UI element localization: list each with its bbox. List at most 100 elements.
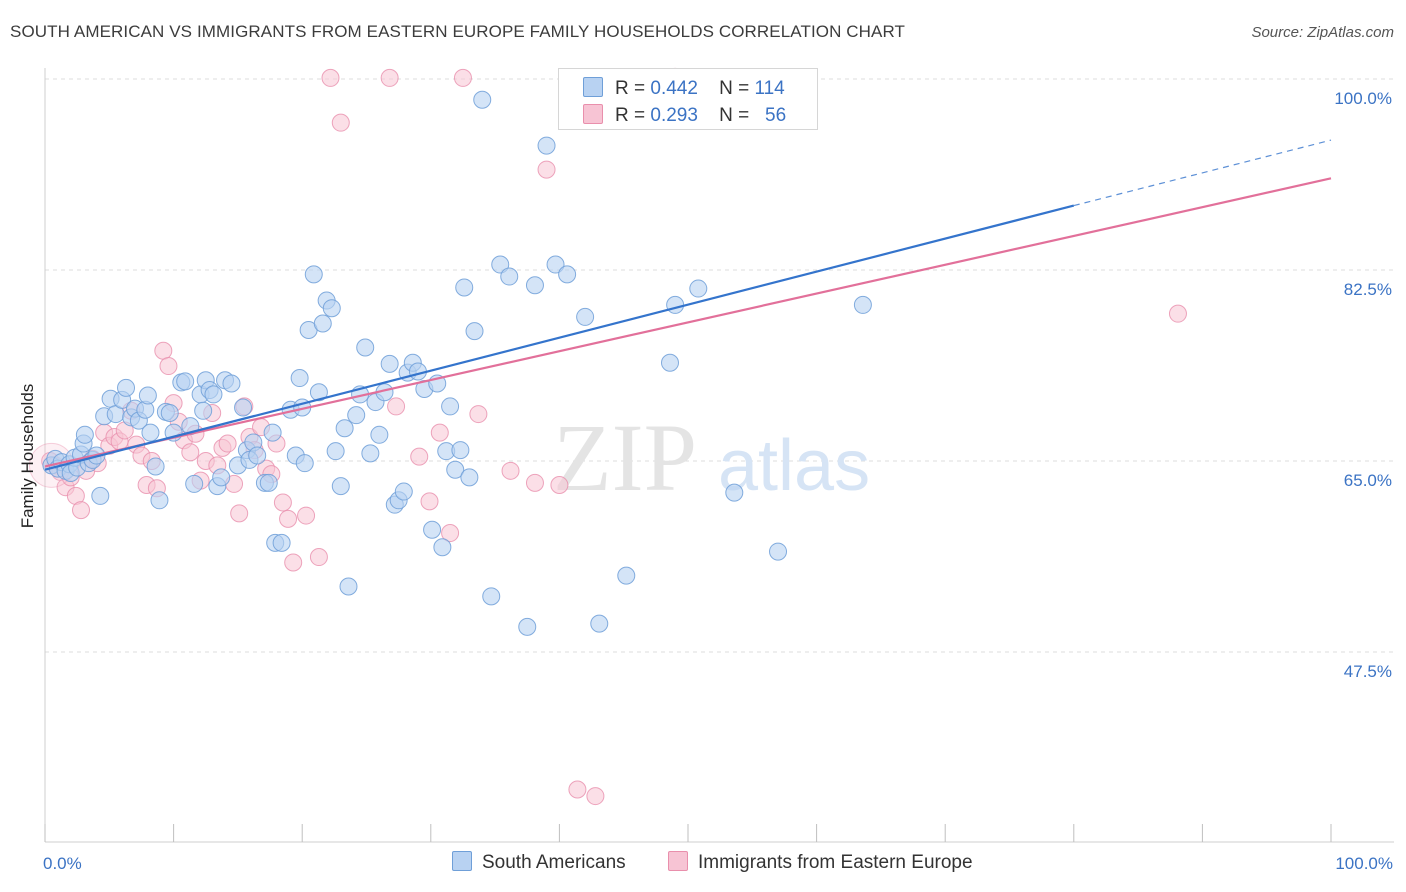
scatter-point-eastern [420,492,439,511]
scatter-point-eastern [387,397,406,416]
scatter-point-eastern [284,553,303,572]
scatter-point-south [380,354,399,373]
scatter-point-south [150,491,169,510]
scatter-point-south [290,369,309,388]
legend-r-label: R = [615,105,646,126]
scatter-point-eastern [568,780,587,799]
scatter-point-eastern [72,501,91,520]
y-axis-label: Family Households [18,383,37,529]
scatter-point-eastern [154,341,173,360]
grid-lines [45,78,1394,653]
scatter-point-eastern [430,423,449,442]
scatter-point-eastern [159,357,178,376]
chart-title: SOUTH AMERICAN VS IMMIGRANTS FROM EASTER… [10,22,906,41]
scatter-point-eastern [586,787,605,806]
scatter-point-south [263,423,282,442]
trend-line-eastern [44,177,1332,468]
scatter-point-south [518,617,537,636]
scatter-point-south [666,295,685,314]
scatter-point-south [725,483,744,502]
bottom-legend-eastern[interactable]: Immigrants from Eastern Europe [668,851,973,874]
scatter-point-south [558,265,577,284]
scatter-point-eastern [380,68,399,87]
scatter-point-south [423,520,442,539]
scatter-point-eastern [321,68,340,87]
scatter-point-eastern [410,447,429,466]
scatter-point-south [441,397,460,416]
scatter-point-south [491,255,510,274]
legend-n-value-eastern: 56 [765,105,787,126]
scatter-point-eastern [331,113,350,132]
legend-n-label: N = [719,105,750,126]
scatter-point-south [361,444,380,463]
scatter-point-south [234,398,253,417]
scatter-point-south [433,538,452,557]
bottom-legend-south[interactable]: South Americans [452,851,626,874]
scatter-point-south [394,482,413,501]
y-tick-label: 65.0% [1344,471,1392,490]
scatter-point-south [689,279,708,298]
scatter-point-eastern [279,509,298,528]
scatter-point-south [339,577,358,596]
scatter-point-eastern [1168,304,1187,323]
legend-r-value-eastern: 0.293 [650,105,698,126]
x-tick-label-max: 100.0% [1335,854,1393,873]
trend-line-south [44,204,1075,471]
trend-line-south-extension [1073,139,1332,207]
tick-labels: 47.5% 65.0% 82.5% 100.0% 0.0% 100.0% [43,89,1393,873]
scatter-point-south [482,587,501,606]
scatter-point-eastern [501,461,520,480]
scatter-point-south [75,425,94,444]
scatter-point-south [451,441,470,460]
scatter-point-eastern [525,473,544,492]
scatter-point-eastern [309,548,328,567]
scatter-point-eastern [218,434,237,453]
scatter-point-south [309,383,328,402]
scatter-point-eastern [453,68,472,87]
scatter-point-south [347,406,366,425]
scatter-point-south [465,322,484,341]
legend-n-value-south: 114 [754,78,785,99]
scatter-point-south [370,425,389,444]
scatter-point-south [576,307,595,326]
scatter-point-south [590,614,609,633]
scatter-point-south [525,276,544,295]
legend-box: R = 0.442 N = 114 R = 0.293 N = 56 [558,68,818,130]
scatter-point-south [91,486,110,505]
legend-swatch-eastern [583,104,603,124]
scatter-point-south [326,442,345,461]
series-south-americans-points [42,90,872,636]
legend-r-label: R = [615,78,646,99]
scatter-point-south [185,474,204,493]
scatter-point-south [500,267,519,286]
scatter-point-south [546,255,565,274]
scatter-point-south [446,460,465,479]
scatter-point-south [204,385,223,404]
scatter-point-south [259,473,278,492]
legend-swatch-south [583,77,603,97]
y-tick-label: 47.5% [1344,662,1392,681]
scatter-point-south [248,446,267,465]
x-tick-label-min: 0.0% [43,854,82,873]
y-tick-label: 100.0% [1334,89,1392,108]
scatter-point-south [313,314,332,333]
chart-source: Source: ZipAtlas.com [1251,24,1394,41]
legend-row-eastern: R = 0.293 N = 56 [583,104,786,127]
scatter-point-south [460,468,479,487]
scatter-point-south [222,374,241,393]
scatter-point-south [117,378,136,397]
scatter-point-south [455,278,474,297]
scatter-point-eastern [230,504,249,523]
trend-lines [44,139,1332,471]
legend-row-south: R = 0.442 N = 114 [583,77,785,100]
scatter-point-eastern [550,476,569,495]
scatter-point-south [212,468,231,487]
watermark: ZIP atlas [553,404,870,511]
watermark-zip: ZIP [553,404,697,511]
scatter-point-south [322,299,341,318]
scatter-point-south [176,372,195,391]
scatter-point-eastern [441,524,460,543]
bottom-legend-swatch-south [452,851,472,871]
scatter-point-south [194,401,213,420]
bottom-legend-label-south: South Americans [482,852,626,873]
